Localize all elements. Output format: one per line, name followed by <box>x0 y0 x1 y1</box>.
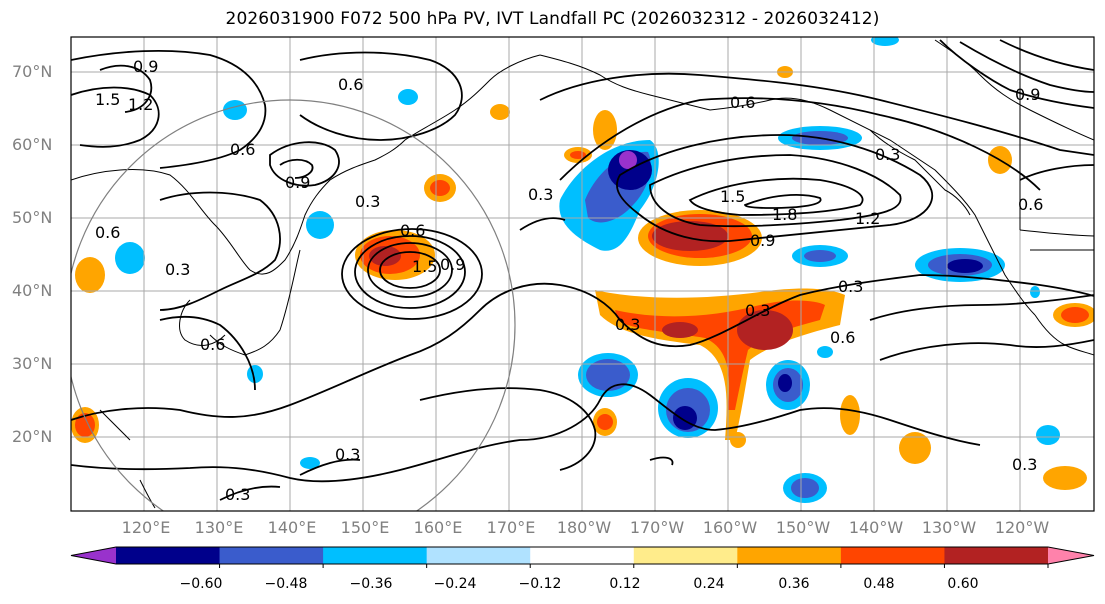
colorbar-swatch <box>426 547 531 564</box>
graticule <box>71 37 1094 511</box>
contour-label: 1.8 <box>772 205 797 224</box>
lat-label: 70°N <box>12 62 53 81</box>
lat-label: 20°N <box>12 427 53 446</box>
map-frame <box>70 36 1095 512</box>
contour-label: 0.6 <box>200 335 225 354</box>
colorbar-outline <box>70 546 1095 565</box>
colorbar-tick-label: −0.24 <box>433 576 477 592</box>
lon-label: 130°E <box>194 518 244 537</box>
lon-label: 120°W <box>994 518 1050 537</box>
contour-label: 0.3 <box>1012 455 1037 474</box>
colorbar-tick-label: −0.36 <box>349 576 393 592</box>
lon-label: 140°W <box>848 518 904 537</box>
colorbar-swatch <box>944 547 1049 564</box>
colorbar-tick-label: −0.60 <box>179 576 223 592</box>
lon-label: 160°W <box>702 518 758 537</box>
contour-label: 0.6 <box>830 328 855 347</box>
contour-label: 1.2 <box>855 209 880 228</box>
contour-label: 0.9 <box>133 57 158 76</box>
colorbar-extend-max <box>1048 547 1094 564</box>
colorbar-extend-min <box>71 547 116 564</box>
lon-label: 140°E <box>267 518 317 537</box>
colorbar-tick-label: −0.12 <box>518 576 562 592</box>
contour-label: 1.2 <box>128 95 153 114</box>
colorbar-swatch <box>633 547 738 564</box>
lat-label: 50°N <box>12 208 53 227</box>
contour-label: 0.6 <box>338 75 363 94</box>
contour-label: 0.6 <box>730 93 755 112</box>
contour-label: 0.3 <box>875 145 900 164</box>
colorbar-tick-label: −0.48 <box>264 576 308 592</box>
colorbar-tick-label: 0.48 <box>863 576 895 592</box>
contour-label: 0.9 <box>440 255 465 274</box>
colorbar-tick-label: 0.60 <box>947 576 979 592</box>
contour-label: 0.6 <box>400 221 425 240</box>
contour-label: 0.6 <box>230 140 255 159</box>
colorbar-swatch <box>530 547 635 564</box>
pv-contours <box>71 39 1094 501</box>
contour-label: 1.5 <box>720 187 745 206</box>
lon-label: 120°E <box>121 518 171 537</box>
contour-label: 0.6 <box>95 223 120 242</box>
contour-label: 0.3 <box>335 445 360 464</box>
colorbar-swatch <box>840 547 945 564</box>
contour-label: 0.3 <box>225 485 250 504</box>
contour-label: 0.9 <box>285 173 310 192</box>
contour-label: 0.3 <box>615 315 640 334</box>
contour-label: 0.3 <box>165 260 190 279</box>
lon-label: 130°W <box>921 518 977 537</box>
colorbar-tick-label: 0.12 <box>609 576 641 592</box>
contour-label: 0.9 <box>750 231 775 250</box>
colorbar-swatch <box>737 547 842 564</box>
lat-label: 60°N <box>12 135 53 154</box>
contour-label: 0.9 <box>1015 85 1040 104</box>
lon-label: 150°W <box>775 518 831 537</box>
colorbar-swatch <box>323 547 428 564</box>
contour-label: 0.3 <box>355 192 380 211</box>
lat-label: 30°N <box>12 354 53 373</box>
colorbar-swatch <box>116 547 221 564</box>
contour-label: 1.5 <box>412 257 437 276</box>
colorbar-swatch <box>219 547 324 564</box>
colorbar-tick-label: 0.36 <box>778 576 810 592</box>
lon-label: 170°E <box>486 518 536 537</box>
contour-label: 0.3 <box>528 185 553 204</box>
map-title: 2026031900 F072 500 hPa PV, IVT Landfall… <box>225 9 880 29</box>
contour-label-group: 0.9 1.5 1.2 0.6 0.6 0.9 0.3 0.6 0.3 0.3 … <box>95 57 1043 504</box>
lon-label: 180°W <box>556 518 612 537</box>
colorbar-tick-label: 0.24 <box>693 576 725 592</box>
contour-label: 1.5 <box>95 90 120 109</box>
colorbar <box>70 546 1095 568</box>
contour-label: 0.3 <box>745 301 770 320</box>
contour-label: 0.6 <box>1018 195 1043 214</box>
lon-label: 150°E <box>340 518 390 537</box>
lon-label: 170°W <box>629 518 685 537</box>
landfall-region-circle <box>71 99 516 511</box>
lon-label: 160°E <box>413 518 463 537</box>
contour-label: 0.3 <box>838 277 863 296</box>
lat-label: 40°N <box>12 281 53 300</box>
